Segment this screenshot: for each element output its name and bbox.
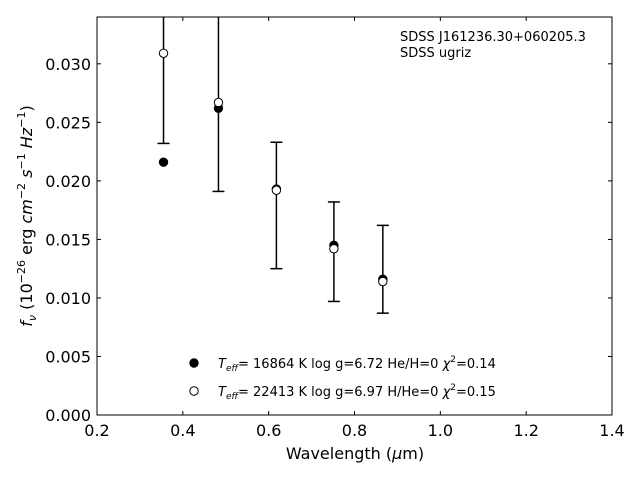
x-tick-label: 0.8	[342, 421, 367, 440]
point-open	[158, 48, 169, 58]
plot-area	[96, 16, 613, 416]
legend-label-open: Teff= 22413 K log g=6.97 H/He=0 χ2=0.15	[218, 383, 496, 402]
point-open	[378, 276, 388, 287]
y-tick-label: 0.000	[45, 406, 91, 425]
x-tick-label: 1.2	[513, 421, 538, 440]
legend-label-filled: Teff= 16864 K log g=6.72 He/H=0 χ2=0.14	[218, 355, 496, 374]
legend-marker-open	[189, 386, 199, 396]
data-points	[158, 48, 388, 287]
y-axis: 0.000 0.005 0.010 0.015 0.020 0.025 0.030	[45, 55, 612, 425]
x-tick-label: 0.2	[84, 421, 109, 440]
y-axis-label: fν (10−26 erg cm−2 s−1 Hz−1)	[15, 105, 39, 326]
x-tick-label: 1.4	[599, 421, 624, 440]
point-open	[213, 97, 224, 108]
x-tick-label: 1.0	[428, 421, 453, 440]
legend: Teff= 16864 K log g=6.72 He/H=0 χ2=0.14 …	[189, 355, 496, 402]
axes-frame	[96, 16, 613, 416]
y-tick-label: 0.030	[45, 55, 91, 74]
x-tick-label: 0.4	[170, 421, 195, 440]
annotation-filters: SDSS ugriz	[400, 46, 471, 61]
point-open	[329, 244, 339, 254]
x-axis: 0.2 0.4 0.6 0.8 1.0 1.2 1.4	[84, 17, 625, 440]
x-tick-label: 0.6	[256, 421, 281, 440]
y-tick-label: 0.020	[45, 172, 91, 191]
point-filled	[158, 157, 169, 167]
x-axis-label: Wavelength (μm)	[286, 444, 424, 463]
point-open	[271, 185, 282, 195]
error-bars	[157, 17, 389, 314]
y-tick-label: 0.025	[45, 113, 91, 132]
y-tick-label: 0.015	[45, 230, 91, 249]
y-tick-label: 0.010	[45, 289, 91, 308]
annotation-object-name: SDSS J161236.30+060205.3	[400, 30, 586, 45]
y-tick-label: 0.005	[45, 347, 91, 366]
legend-marker-filled	[189, 358, 199, 368]
